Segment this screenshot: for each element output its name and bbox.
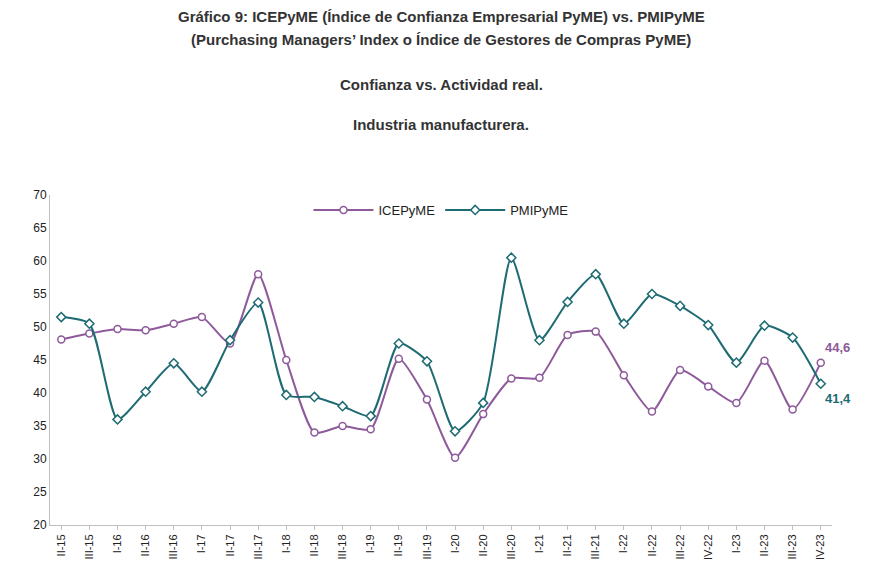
svg-text:50: 50	[33, 320, 47, 334]
svg-text:III-23: III-23	[786, 534, 798, 559]
svg-text:44,6: 44,6	[825, 340, 850, 355]
svg-text:20: 20	[33, 518, 47, 532]
svg-text:45: 45	[33, 353, 47, 367]
svg-text:I-20: I-20	[449, 534, 461, 553]
svg-text:60: 60	[33, 254, 47, 268]
svg-text:ICEPyME: ICEPyME	[379, 203, 436, 218]
svg-text:35: 35	[33, 419, 47, 433]
svg-text:II-16: II-16	[139, 534, 151, 556]
svg-text:III-17: III-17	[252, 534, 264, 559]
svg-text:I-21: I-21	[533, 534, 545, 553]
svg-text:I-16: I-16	[111, 534, 123, 553]
svg-text:IV-23: IV-23	[814, 534, 826, 560]
svg-text:30: 30	[33, 452, 47, 466]
svg-text:III-21: III-21	[589, 534, 601, 559]
svg-text:III-22: III-22	[674, 534, 686, 559]
svg-text:Industria manufacturera.: Industria manufacturera.	[353, 116, 529, 133]
svg-text:II-18: II-18	[308, 534, 320, 556]
svg-text:I-18: I-18	[280, 534, 292, 553]
svg-text:IV-22: IV-22	[702, 534, 714, 560]
svg-text:II-19: II-19	[392, 534, 404, 556]
svg-text:I-22: I-22	[617, 534, 629, 553]
svg-text:II-15: II-15	[55, 534, 67, 556]
svg-text:55: 55	[33, 287, 47, 301]
svg-text:III-15: III-15	[83, 534, 95, 559]
svg-text:41,4: 41,4	[825, 391, 851, 406]
svg-text:II-20: II-20	[477, 534, 489, 556]
svg-text:II-21: II-21	[561, 534, 573, 556]
svg-text:II-23: II-23	[758, 534, 770, 556]
svg-text:PMIPyME: PMIPyME	[510, 203, 568, 218]
svg-text:III-19: III-19	[421, 534, 433, 559]
svg-text:Gráfico 9: ICEPyME (Índice de: Gráfico 9: ICEPyME (Índice de Confianza …	[178, 8, 705, 25]
svg-text:25: 25	[33, 485, 47, 499]
svg-text:70: 70	[33, 188, 47, 202]
svg-text:I-23: I-23	[730, 534, 742, 553]
svg-text:III-18: III-18	[336, 534, 348, 559]
svg-text:40: 40	[33, 386, 47, 400]
svg-text:65: 65	[33, 221, 47, 235]
svg-text:Confianza vs. Actividad real.: Confianza vs. Actividad real.	[340, 76, 543, 93]
svg-text:I-19: I-19	[364, 534, 376, 553]
svg-text:(Purchasing Managers’ Index o: (Purchasing Managers’ Index o Índice de …	[191, 31, 691, 48]
svg-text:III-20: III-20	[505, 534, 517, 559]
svg-text:II-22: II-22	[646, 534, 658, 556]
svg-text:III-16: III-16	[167, 534, 179, 559]
svg-text:II-17: II-17	[224, 534, 236, 556]
svg-text:I-17: I-17	[195, 534, 207, 553]
